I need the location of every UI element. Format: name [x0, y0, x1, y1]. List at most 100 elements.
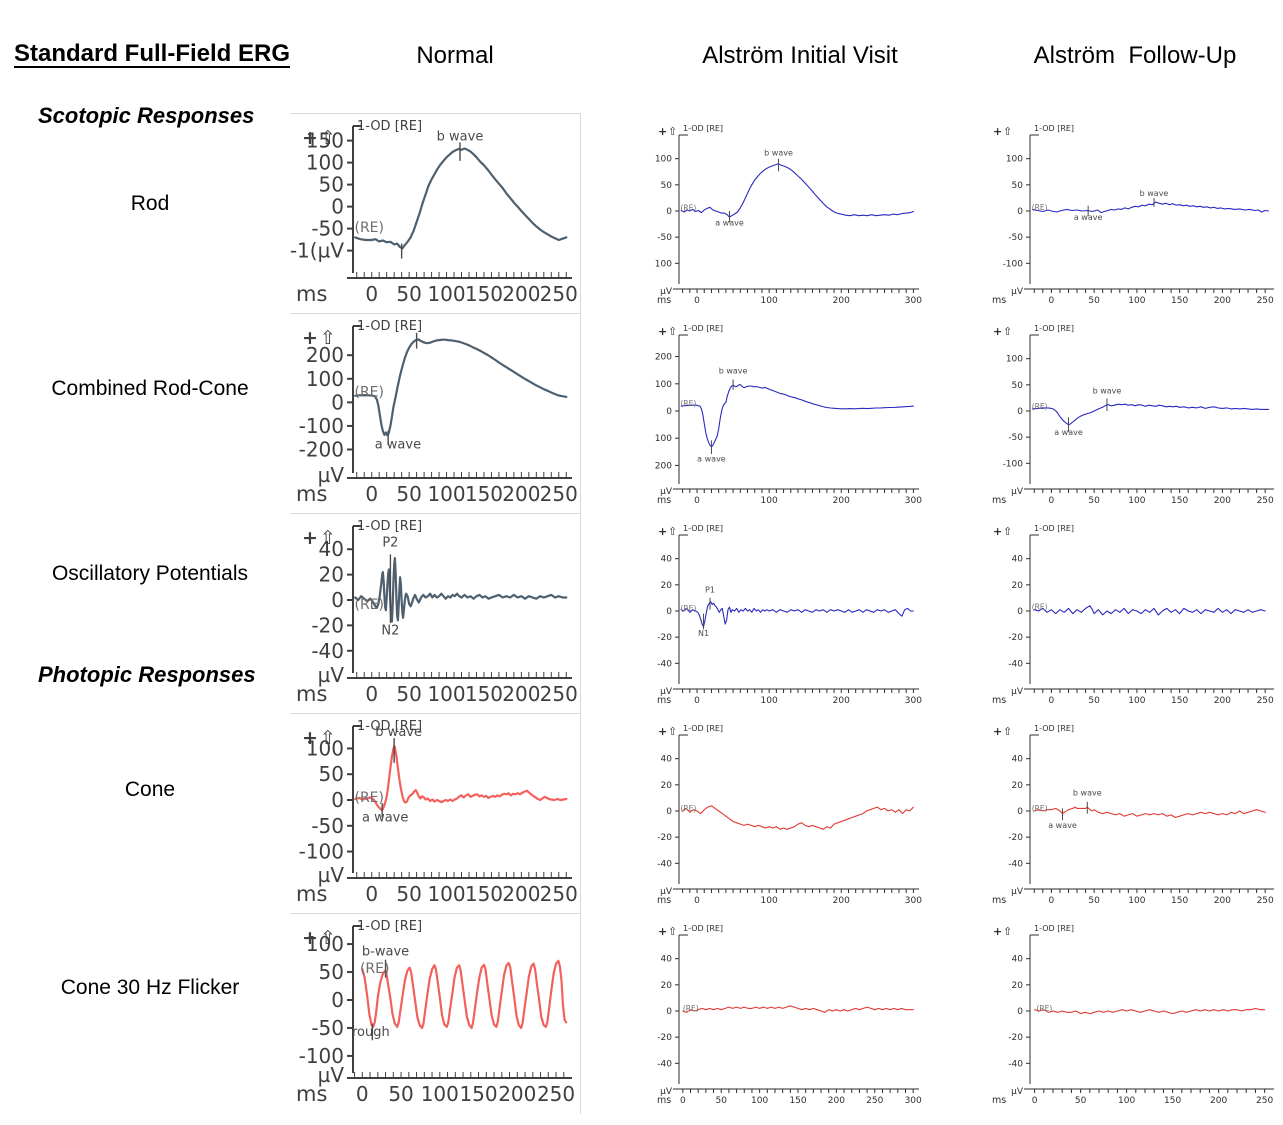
waveform-combined-initial [680, 384, 914, 448]
x-tick-label: 50 [1088, 896, 1100, 906]
x-unit-label: ms [657, 495, 671, 506]
chart-op-initial: 40 20 0 -20 -40 µV 0 100 200 300 ms 1-OD [RE] + ⇧ N1 P1… [655, 513, 925, 713]
column-header-normal: Normal [416, 42, 494, 69]
chart-svg-combined-followup: 100 50 0 -50 -100 µV 0 50 100 150 200 250 ms 1-OD [RE… [992, 324, 1274, 506]
y-unit-label: µV [1011, 887, 1024, 897]
y-tick-label: 0 [331, 788, 344, 812]
chart-flicker-normal: 100 50 0 -50 -100 µV 0 50 100 150 200 250 ms 1-OD [RE… [290, 913, 581, 1114]
x-unit-label: ms [657, 1095, 671, 1106]
x-unit-label: ms [992, 1095, 1006, 1106]
channel-header: 1-OD [RE] [1034, 724, 1074, 733]
x-tick-label: 300 [905, 896, 922, 906]
x-tick-label: 0 [680, 1096, 686, 1106]
x-tick-label: 50 [396, 682, 421, 706]
polarity-plus-icon: + [658, 725, 667, 738]
x-tick-label: 100 [761, 296, 778, 306]
y-unit-label: µV [660, 487, 673, 497]
section-label-scotopic: Scotopic Responses [38, 103, 255, 128]
x-tick-label: 50 [1088, 696, 1100, 706]
annotation-rough: rough [352, 1025, 390, 1040]
annotation-b-wave: b wave [1093, 387, 1122, 396]
chart-cone-followup: 40 20 0 -20 -40 µV 0 50 100 150 200 250 ms 1-OD [RE] +… [990, 713, 1280, 913]
annotation-a-wave: a wave [1074, 213, 1103, 222]
polarity-up-arrow-icon: ⇧ [1003, 925, 1012, 938]
y-tick-label: -50 [1008, 433, 1023, 443]
section-label-photopic: Photopic Responses [38, 662, 256, 687]
x-tick-label: 150 [1171, 896, 1188, 906]
y-unit-label: µV [1011, 287, 1024, 297]
y-tick-label: 20 [661, 781, 673, 791]
x-tick-label: 50 [396, 482, 421, 506]
chart-combined-followup: 100 50 0 -50 -100 µV 0 50 100 150 200 250 ms 1-OD [RE… [990, 313, 1280, 513]
x-tick-label: 200 [502, 482, 540, 506]
x-tick-label: 200 [833, 496, 850, 506]
y-unit-label: µV [1011, 1087, 1024, 1097]
polarity-plus-icon: + [993, 725, 1002, 738]
y-tick-label: -20 [657, 633, 672, 643]
chart-combined-normal: 200 100 0 -100 -200 µV 0 50 100 150 200 250 ms 1-OD [… [290, 313, 581, 514]
x-tick-label: 0 [365, 482, 378, 506]
x-tick-label: 0 [1032, 1096, 1038, 1106]
x-unit-label: ms [296, 882, 327, 906]
x-tick-label: 200 [833, 696, 850, 706]
y-tick-label: 40 [1012, 555, 1024, 565]
x-tick-label: 100 [1118, 1096, 1135, 1106]
y-tick-label: -40 [657, 1059, 672, 1069]
column-header-initial-visit: Alström Initial Visit [702, 42, 898, 69]
y-tick-label: 50 [319, 960, 344, 984]
x-tick-label: 50 [715, 1096, 727, 1106]
waveform-op-followup [1033, 605, 1266, 616]
x-tick-label: 250 [1257, 696, 1274, 706]
y-tick-label: 20 [1012, 581, 1024, 591]
x-tick-label: 100 [427, 682, 465, 706]
waveform-flicker-normal [361, 959, 568, 1030]
polarity-up-arrow-icon: ⇧ [668, 725, 677, 738]
y-tick-label: 0 [1017, 607, 1023, 617]
x-tick-label: 150 [789, 1096, 806, 1106]
x-tick-label: 200 [828, 1096, 845, 1106]
y-unit-label: µV [318, 1063, 345, 1087]
eye-label: (RE) [680, 604, 696, 613]
polarity-up-arrow-icon: ⇧ [1003, 725, 1012, 738]
annotation-a-wave: a wave [362, 811, 408, 826]
y-tick-label: 20 [1012, 981, 1024, 991]
y-tick-label: 200 [306, 343, 344, 367]
x-tick-label: 250 [540, 282, 578, 306]
waveform-rod-normal [354, 147, 568, 250]
x-tick-label: 300 [905, 496, 922, 506]
x-tick-label: 250 [540, 682, 578, 706]
chart-flicker-initial: 40 20 0 -20 -40 µV 0 50 100 150 200 250 300 ms 1-OD [R… [655, 913, 925, 1113]
polarity-plus-icon: + [302, 527, 318, 549]
x-tick-label: 250 [537, 1082, 575, 1106]
waveform-combined-normal [354, 338, 568, 437]
chart-svg-combined-initial: 200 100 0 -100 -200 µV 0 100 200 300 ms 1-OD [RE] +⇧… [652, 324, 923, 506]
chart-svg-rod-followup: 100 50 0 -50 -100 µV 0 50 100 150 200 250 ms 1-OD [RE… [992, 124, 1274, 306]
x-tick-label: 150 [465, 482, 503, 506]
y-tick-label: 0 [331, 988, 344, 1012]
eye-label: (RE) [1032, 804, 1048, 813]
y-tick-label: -20 [311, 613, 344, 637]
y-tick-label: 0 [331, 195, 344, 219]
x-tick-label: 150 [459, 1082, 497, 1106]
y-unit-label: µV [1011, 687, 1024, 697]
x-tick-label: 300 [905, 296, 922, 306]
x-tick-label: 0 [365, 882, 378, 906]
x-tick-label: 0 [694, 496, 700, 506]
polarity-up-arrow-icon: ⇧ [1003, 525, 1012, 538]
y-tick-label: 0 [1017, 1007, 1023, 1017]
y-tick-label: 20 [319, 563, 344, 587]
channel-header: 1-OD [RE] [683, 524, 723, 533]
y-tick-label: 40 [1012, 955, 1024, 965]
x-tick-label: 150 [465, 882, 503, 906]
chart-cone-normal: 100 50 0 -50 -100 µV 0 50 100 150 200 250 ms 1-OD [RE… [290, 713, 581, 914]
annotation-b-wave: b-wave [362, 944, 409, 959]
y-tick-label: -50 [657, 233, 672, 243]
y-tick-label: -20 [1008, 1033, 1023, 1043]
chart-op-followup: 40 20 0 -20 -40 µV 0 50 100 150 200 250 ms 1-OD [RE] +… [990, 513, 1280, 713]
annotation-b-wave: b wave [764, 149, 793, 158]
channel-header: 1-OD [RE] [357, 719, 422, 734]
chart-flicker-followup: 40 20 0 -20 -40 µV 0 50 100 150 200 250 ms 1-OD [RE] +… [990, 913, 1280, 1113]
y-tick-label: 150 [306, 129, 344, 153]
